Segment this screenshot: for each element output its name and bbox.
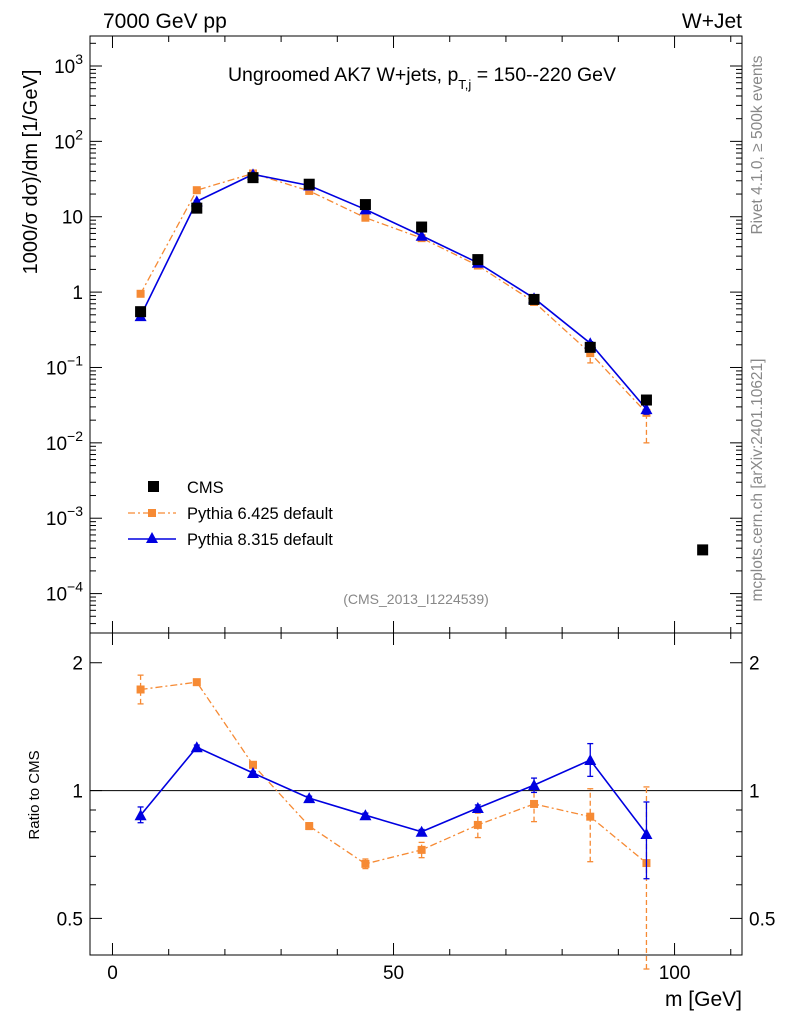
legend-entry-pythia6: Pythia 6.425 default [128,505,333,523]
point-cms [135,306,147,318]
series-line-pythia6 [140,681,647,865]
point-pythia8 [640,403,653,415]
point-cms [697,544,709,556]
point-pythia8 [190,741,203,753]
main-ytick-label: 102 [54,126,83,153]
point-pythia6 [192,186,201,195]
point-pythia6 [249,760,257,769]
point-pythia6 [136,685,145,694]
point-cms [359,199,371,211]
point-pythia6 [136,289,145,298]
main-ylabel: 1000/σ dσ)/dm [1/GeV] [20,70,42,275]
legend: CMS Pythia 6.425 default Pythia 8.315 de… [128,479,333,549]
series-line-pythia6 [140,172,647,414]
point-pythia6 [192,678,201,687]
ratio-ylabel: Ratio to CMS [26,750,43,839]
ratio-ytick-label-left: 0.5 [57,909,83,930]
legend-entry-cms: CMS [148,479,224,497]
main-ytick-label: 1 [72,283,83,304]
point-cms [416,221,428,233]
point-cms [191,202,203,214]
legend-label-cms: CMS [187,479,224,497]
legend-label-pythia6: Pythia 6.425 default [187,505,333,523]
ratio-xtick-label: 50 [383,963,404,984]
ratio-panel: Ratio to CMS m [GeV] 0 50 100 0.5 0.5 1 1 2 2 [26,632,775,1011]
point-cms [247,172,259,184]
point-cms [528,293,540,305]
ratio-ytick-label-right: 2 [749,654,760,675]
rivet-label: Rivet 4.1.0, ≥ 500k events [749,55,766,234]
point-pythia8 [528,779,541,791]
ratio-ytick-label-left: 1 [72,782,83,803]
point-pythia6 [361,859,370,868]
header-left: 7000 GeV pp [103,10,227,33]
legend-label-pythia8: Pythia 8.315 default [187,531,333,549]
point-pythia6 [530,799,539,808]
ratio-xtick-label: 100 [659,963,691,984]
x-axis-label: m [GeV] [665,988,742,1011]
point-pythia8 [134,809,147,821]
point-pythia8 [415,825,428,837]
point-cms [303,178,315,190]
point-pythia8 [247,766,259,778]
series-line-pythia8 [139,173,648,410]
point-pythia6 [417,845,426,854]
point-cms [640,394,652,406]
point-pythia8 [303,792,316,804]
header-right: W+Jet [682,10,742,33]
point-pythia6 [586,812,595,821]
ratio-ytick-label-right: 0.5 [749,909,775,930]
point-pythia6 [473,820,482,829]
point-cms [584,341,596,353]
ratio-ytick-label-right: 1 [749,782,760,803]
ratio-ytick-label-left: 2 [72,654,83,675]
ratio-frame [89,632,743,956]
mcplots-label: mcplots.cern.ch [arXiv:2401.10621] [749,359,766,602]
main-title: Ungroomed AK7 W+jets, pT,j = 150--220 Ge… [228,64,616,92]
main-ytick-label: 103 [54,51,83,78]
legend-marker-pythia6 [148,509,156,517]
main-panel: Ungroomed AK7 W+jets, pT,j = 150--220 Ge… [20,35,743,634]
main-ytick-label: 10−1 [46,352,83,379]
point-pythia6 [305,822,314,831]
point-pythia6 [361,213,370,222]
point-pythia6 [305,186,314,195]
point-pythia8 [471,801,484,813]
main-ytick-label: 10−4 [46,579,83,606]
series-line-pythia8 [139,746,648,835]
point-cms [472,254,484,266]
point-pythia8 [359,809,372,821]
legend-marker-pythia8 [146,532,158,543]
point-pythia8 [640,828,653,840]
main-ytick-label: 10−2 [46,428,83,455]
legend-entry-pythia8: Pythia 8.315 default [128,531,333,549]
point-pythia8 [584,754,597,766]
point-pythia6 [586,349,595,358]
point-pythia8 [415,229,428,241]
legend-marker-cms [148,481,159,492]
analysis-watermark: (CMS_2013_I1224539) [343,591,489,607]
main-ytick-label: 10 [62,208,83,229]
main-ytick-label: 10−3 [46,503,83,530]
ratio-xtick-label: 0 [107,963,118,984]
